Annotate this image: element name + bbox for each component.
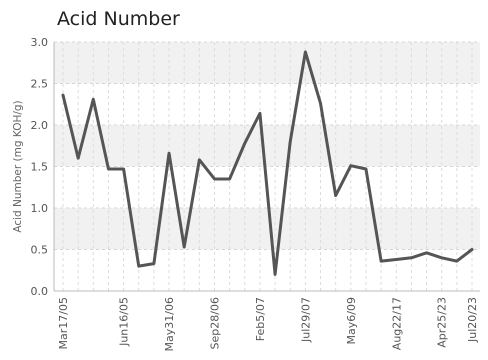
x-tick-label: Apr25/23 xyxy=(436,297,449,348)
x-tick-label: Jul29/07 xyxy=(299,297,312,343)
data-point xyxy=(228,177,231,181)
y-tick-label: 3.0 xyxy=(31,36,49,49)
data-point xyxy=(76,157,80,160)
x-tick-label: Aug22/17 xyxy=(390,297,403,350)
data-point xyxy=(395,258,398,261)
y-tick-label: 1.0 xyxy=(31,202,49,215)
data-point xyxy=(243,142,246,145)
y-tick-label: 1.5 xyxy=(31,161,49,174)
data-point xyxy=(440,256,443,259)
data-point xyxy=(152,262,156,265)
data-point xyxy=(319,102,322,105)
y-tick-label: 2.5 xyxy=(31,78,49,91)
data-point xyxy=(213,177,216,181)
data-point xyxy=(289,140,292,143)
data-point xyxy=(379,259,383,263)
data-series-line xyxy=(61,50,474,276)
data-point xyxy=(455,259,459,263)
x-tick-label: Sep28/06 xyxy=(208,297,221,349)
y-axis-title: Acid Number (mg KOH/g) xyxy=(12,100,24,232)
data-point xyxy=(364,167,368,171)
grid-band xyxy=(54,249,480,291)
grid-band xyxy=(54,125,480,167)
grid-band xyxy=(54,208,480,250)
y-tick-label: 0.5 xyxy=(31,244,49,257)
chart-title: Acid Number xyxy=(57,8,180,30)
data-point xyxy=(425,251,428,255)
data-point xyxy=(273,273,277,276)
y-tick-label: 2.0 xyxy=(31,119,49,132)
x-tick-label: May6/09 xyxy=(345,297,358,344)
data-point xyxy=(349,164,353,167)
data-point xyxy=(410,256,413,259)
data-point xyxy=(182,245,186,249)
data-point xyxy=(122,167,125,171)
data-point xyxy=(334,194,337,197)
grid-band xyxy=(54,42,480,84)
x-tick-label: Jun16/05 xyxy=(118,297,131,347)
data-point xyxy=(107,167,110,171)
grid-band xyxy=(54,83,480,125)
x-tick-label: May31/06 xyxy=(163,297,176,351)
data-point xyxy=(167,152,171,155)
data-point xyxy=(304,50,307,54)
data-point xyxy=(92,98,95,101)
data-point xyxy=(61,93,65,97)
x-tick-label: Jul20/23 xyxy=(466,297,479,343)
y-tick-label: 0.0 xyxy=(31,285,49,298)
x-tick-label: Feb5/07 xyxy=(254,297,267,341)
data-point xyxy=(470,248,474,251)
data-point xyxy=(258,112,262,115)
data-point xyxy=(137,264,140,268)
x-tick-label: Mar17/05 xyxy=(57,297,70,349)
data-point xyxy=(198,158,201,162)
